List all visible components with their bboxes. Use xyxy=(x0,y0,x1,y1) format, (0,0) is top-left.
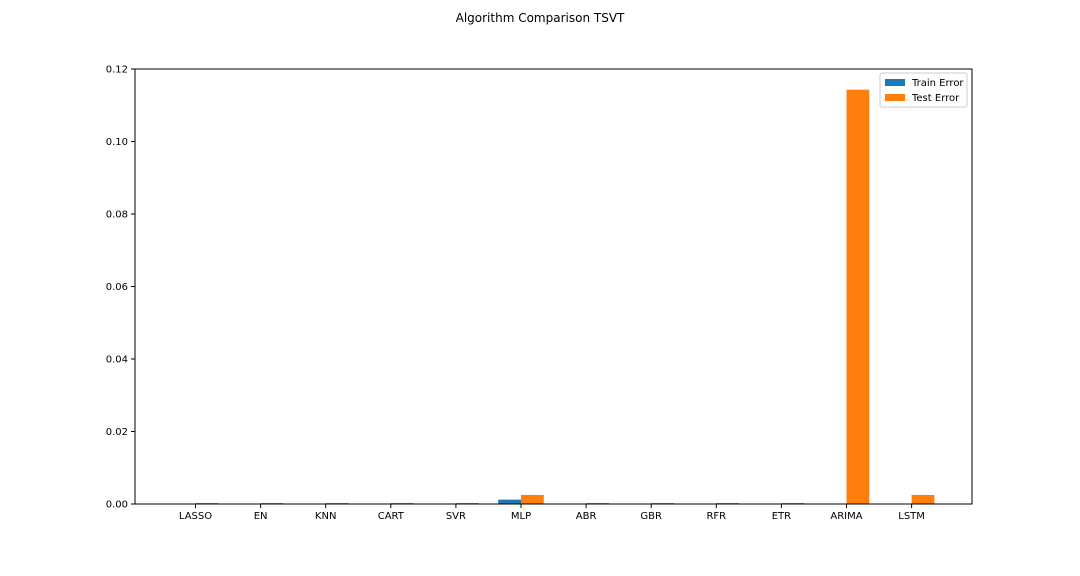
bar-test-error xyxy=(455,502,479,504)
x-tick-label: MLP xyxy=(511,511,531,522)
bar-train-error xyxy=(498,499,521,504)
y-tick-label: 0.02 xyxy=(106,427,128,438)
bar-test-error xyxy=(651,502,674,504)
bar-test-error xyxy=(260,502,284,504)
x-tick-label: SVR xyxy=(446,511,466,522)
y-tick-label: 0.08 xyxy=(106,210,128,221)
y-axis: 0.00 0.02 0.04 0.06 0.08 0.10 0.12 xyxy=(106,65,135,511)
bar-test-error xyxy=(521,494,544,504)
legend-label: Train Error xyxy=(911,78,964,89)
bar-test-error xyxy=(781,502,805,504)
x-tick-label: ABR xyxy=(576,511,597,522)
bar-test-error xyxy=(325,502,349,504)
y-tick-label: 0.00 xyxy=(106,500,128,511)
x-tick-label: EN xyxy=(254,511,268,522)
legend-swatch xyxy=(885,79,905,86)
bar-test-error xyxy=(586,502,609,504)
legend: Train Error Test Error xyxy=(879,72,968,108)
x-axis: LASSO EN KNN CART SVR MLP ABR GBR RFR ETR ARIMA LST… xyxy=(179,504,925,522)
x-tick-label: ETR xyxy=(772,511,791,522)
x-tick-label: ARIMA xyxy=(830,511,862,522)
x-tick-label: KNN xyxy=(315,511,337,522)
y-tick-label: 0.10 xyxy=(106,137,128,148)
bar-test-error xyxy=(195,502,219,504)
x-tick-label: RFR xyxy=(706,511,726,522)
plot-frame xyxy=(134,68,973,505)
y-tick-label: 0.06 xyxy=(106,282,128,293)
y-tick-label: 0.12 xyxy=(106,65,128,76)
chart-title: Algorithm Comparison TSVT xyxy=(456,11,625,25)
x-tick-label: LASSO xyxy=(179,511,212,522)
bars xyxy=(195,89,935,504)
bar-test-error xyxy=(911,494,935,504)
y-tick-label: 0.04 xyxy=(106,355,128,366)
x-tick-label: LSTM xyxy=(898,511,925,522)
bar-test-error xyxy=(390,502,414,504)
legend-swatch xyxy=(885,94,905,101)
bar-test-error xyxy=(716,502,740,504)
legend-label: Test Error xyxy=(911,93,960,104)
bar-test-error xyxy=(846,89,870,504)
x-tick-label: GBR xyxy=(640,511,662,522)
x-tick-label: CART xyxy=(378,511,405,522)
